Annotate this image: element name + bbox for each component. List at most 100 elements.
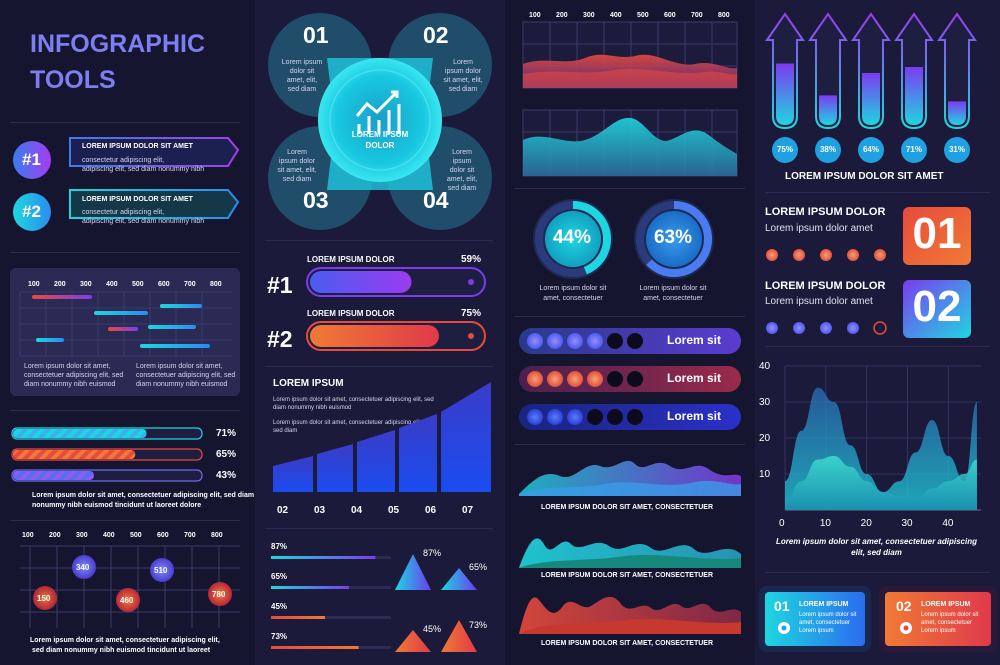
mountain-axis-label: 600 [664, 12, 676, 19]
numbered-steps [766, 207, 971, 338]
column-3: 44% 63% Lorem ipsum dolor sit amet, cons… [505, 0, 755, 665]
donut-2-label: 63% [653, 227, 693, 248]
dotbar-dot [527, 409, 543, 425]
arrow-value-circle [944, 137, 970, 163]
dotbar-dot [547, 409, 563, 425]
capsule-1-label: #1 [267, 272, 293, 298]
tag-1-text: LOREM IPSUM DOLOR SIT AMET [82, 143, 193, 150]
petal-diagram [268, 13, 492, 230]
gantt-desc-2c: diam nonummy nibh euismod [136, 381, 228, 388]
triangle-label-87: 87% [423, 548, 442, 558]
donut-2-desc-1: Lorem ipsum dolor sit [639, 285, 707, 292]
gantt-axis-label: 600 [158, 281, 170, 288]
gantt-desc-2a: Lorem ipsum dolor sit amet, [136, 363, 223, 370]
stair-desc-2b: sed diam [273, 428, 298, 434]
area-caption-2: elit, sed diam [851, 548, 902, 557]
arrow-fill [948, 101, 966, 125]
bubble-axis-label: 700 [184, 532, 196, 539]
step-2-title: LOREM IPSUM DOLOR [765, 280, 886, 292]
area-caption-1: Lorem ipsum dolor sit amet, consectetuer… [776, 537, 977, 546]
stair-title: LOREM IPSUM [273, 378, 344, 389]
dotbar-dot [567, 333, 583, 349]
tag-1-circle [13, 141, 51, 179]
hbar-chart [271, 554, 477, 652]
dotbar-dot [567, 409, 583, 425]
stair-axis-label: 03 [314, 505, 326, 516]
petal-03-text-2: ipsum dolor [278, 158, 316, 165]
mountain-axis-label: 800 [718, 12, 730, 19]
petal-04-text-5: sed diam [447, 185, 477, 192]
main-title-line2: TOOLS [30, 66, 116, 94]
area-chart [784, 365, 981, 511]
progress-2-label: 65% [216, 449, 237, 460]
step-dot [766, 249, 778, 261]
main-title-line1: INFOGRAPHIC [30, 30, 205, 58]
gantt-desc-1a: Lorem ipsum dolor sit amet, [24, 363, 111, 370]
bubble-780 [208, 582, 232, 606]
stair-axis-label: 05 [388, 505, 400, 516]
dotbar-dot [607, 409, 623, 425]
gantt-desc-1b: consectetuer adipiscing elit, sed [24, 372, 124, 379]
bubble-axis-label: 300 [76, 532, 88, 539]
tag-2-banner [69, 189, 240, 219]
bubble-label-780: 780 [212, 590, 226, 599]
step-dot [847, 249, 859, 261]
bubble-axis-label: 500 [130, 532, 142, 539]
petal-03-text-3: sit amet, elit, [277, 167, 317, 174]
y-tick-label: 30 [759, 397, 771, 408]
dot-bars [519, 328, 741, 430]
arrow-gauges [765, 12, 977, 163]
center-label-1: LOREM IPSUM [351, 130, 409, 139]
bubble-label-510: 510 [154, 566, 168, 575]
arrow-value-circle [772, 137, 798, 163]
card-02 [885, 592, 991, 646]
bubble-label-340: 340 [76, 563, 90, 572]
bubble-label-150: 150 [37, 594, 51, 603]
bubble-label-460: 460 [120, 596, 134, 605]
gantt-bar [148, 325, 196, 329]
gantt-axis-label: 200 [54, 281, 66, 288]
dotbar-dot [587, 409, 603, 425]
gantt-bar [160, 304, 202, 308]
dotbar-dot [567, 371, 583, 387]
tag-2-desc-2: adipiscing elit, sed diam nonummy nibh [82, 218, 205, 225]
capsule-fill [310, 271, 412, 293]
progress-caption-1: Lorem ipsum dolor sit amet, consectetuer… [32, 492, 255, 499]
dotbar-dot [627, 371, 643, 387]
card-01 [765, 592, 865, 646]
bubble-460 [116, 588, 140, 612]
petal-02-text-3: sit amet, elit, [443, 77, 483, 84]
x-tick-label: 0 [779, 518, 785, 529]
stair-desc-2a: Lorem ipsum dolor sit amet, consectetuer… [273, 420, 423, 426]
mountain-axis-label: 100 [529, 12, 541, 19]
gear-icon [778, 622, 790, 634]
progress-fill [13, 429, 147, 438]
dotbar-dot [547, 333, 563, 349]
gantt-bar [108, 327, 138, 331]
gantt-bar [94, 311, 148, 315]
capsule-bars [306, 267, 486, 351]
card-1-desc-3: Lorem ipsum [799, 628, 834, 634]
area-series [785, 456, 977, 510]
tag-1-label: #1 [22, 150, 41, 169]
dotbar-dot [547, 371, 563, 387]
gantt-axis-label: 500 [132, 281, 144, 288]
step-dot [847, 322, 859, 334]
triangle-87 [395, 554, 431, 590]
petal-04-text-4: amet, elit, [446, 176, 478, 183]
hbar-1-label: 87% [271, 542, 288, 551]
progress-fill [13, 450, 136, 459]
step-dot [873, 321, 887, 335]
x-tick-label: 40 [942, 518, 954, 529]
bubble-axis-label: 100 [22, 532, 34, 539]
arrow-fill [905, 66, 923, 125]
x-tick-label: 30 [901, 518, 913, 529]
dotbar-1-label: Lorem sit [667, 333, 722, 347]
progress-caption-2: nonummy nibh euismod tincidunt ut laoree… [32, 502, 202, 509]
tag-2-label: #2 [22, 202, 41, 221]
info-cards [759, 586, 997, 652]
wave-2-caption: LOREM IPSUM DOLOR SIT AMET, CONSECTETUER [541, 572, 714, 579]
hbar-fill [271, 586, 349, 589]
dotbar-dot [607, 333, 623, 349]
step-dot [766, 322, 778, 334]
